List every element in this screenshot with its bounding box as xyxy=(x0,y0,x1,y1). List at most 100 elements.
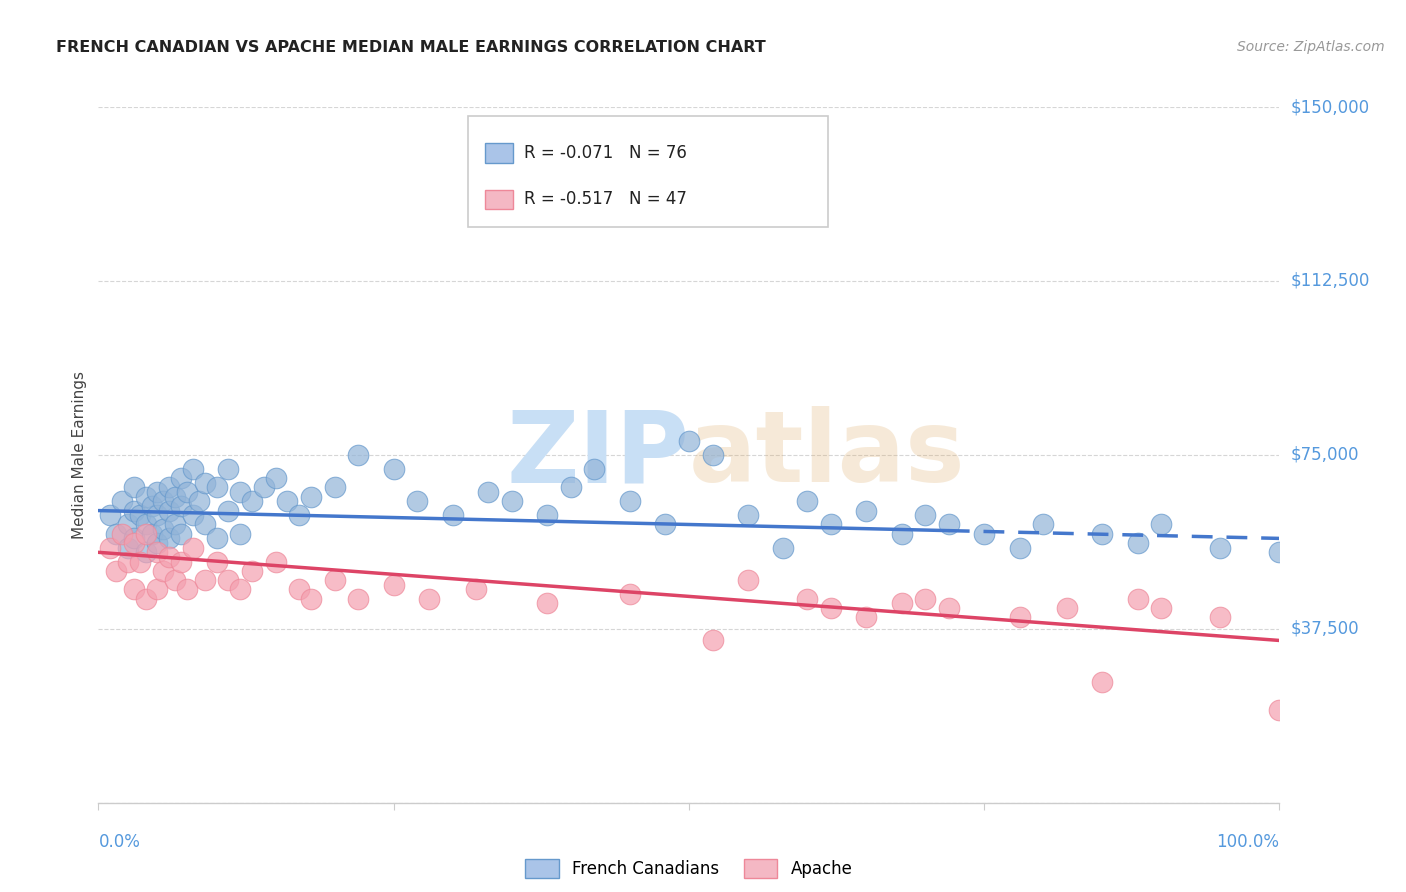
Point xyxy=(938,517,960,532)
Point xyxy=(117,517,139,532)
Point xyxy=(152,522,174,536)
Point xyxy=(1209,610,1232,624)
Text: $112,500: $112,500 xyxy=(1291,272,1369,290)
Point xyxy=(165,517,187,532)
Text: 0.0%: 0.0% xyxy=(98,833,141,851)
Point xyxy=(264,471,287,485)
Point xyxy=(181,462,204,476)
Point xyxy=(176,485,198,500)
Point xyxy=(619,587,641,601)
Point xyxy=(194,573,217,587)
Point xyxy=(1008,610,1031,624)
Point xyxy=(772,541,794,555)
Point xyxy=(194,475,217,490)
Point xyxy=(796,591,818,606)
Text: $75,000: $75,000 xyxy=(1291,446,1360,464)
Point xyxy=(914,508,936,523)
Point xyxy=(1268,545,1291,559)
Point xyxy=(157,503,180,517)
Point xyxy=(157,480,180,494)
Point xyxy=(524,193,547,207)
Point xyxy=(117,555,139,569)
Point xyxy=(146,582,169,597)
Point xyxy=(276,494,298,508)
Point xyxy=(105,564,128,578)
Y-axis label: Median Male Earnings: Median Male Earnings xyxy=(72,371,87,539)
Point xyxy=(165,490,187,504)
Point xyxy=(170,555,193,569)
Text: R = -0.071   N = 76: R = -0.071 N = 76 xyxy=(524,144,686,162)
Point xyxy=(737,573,759,587)
Point xyxy=(299,591,322,606)
Point xyxy=(122,582,145,597)
Point xyxy=(229,526,252,541)
Point xyxy=(170,471,193,485)
Point xyxy=(122,536,145,550)
Point xyxy=(229,485,252,500)
Point xyxy=(890,596,912,610)
Point xyxy=(536,596,558,610)
Point xyxy=(111,494,134,508)
Point xyxy=(181,541,204,555)
Point xyxy=(406,494,429,508)
Point xyxy=(1126,591,1149,606)
Point xyxy=(253,480,276,494)
Point xyxy=(146,545,169,559)
Text: FRENCH CANADIAN VS APACHE MEDIAN MALE EARNINGS CORRELATION CHART: FRENCH CANADIAN VS APACHE MEDIAN MALE EA… xyxy=(56,40,766,55)
Point xyxy=(938,601,960,615)
Point xyxy=(1091,526,1114,541)
Point xyxy=(299,490,322,504)
Point xyxy=(737,508,759,523)
Point xyxy=(619,494,641,508)
Point xyxy=(820,517,842,532)
Point xyxy=(441,508,464,523)
Point xyxy=(323,573,346,587)
Point xyxy=(157,549,180,564)
Point xyxy=(152,494,174,508)
Point xyxy=(194,517,217,532)
Point xyxy=(98,541,121,555)
Point xyxy=(152,564,174,578)
Point xyxy=(501,494,523,508)
Point xyxy=(890,526,912,541)
Point xyxy=(1032,517,1054,532)
Point xyxy=(217,462,239,476)
Point xyxy=(117,541,139,555)
Point xyxy=(146,508,169,523)
Point xyxy=(146,536,169,550)
Point xyxy=(702,633,724,648)
Point xyxy=(128,555,150,569)
Legend: French Canadians, Apache: French Canadians, Apache xyxy=(519,853,859,885)
Point xyxy=(122,503,145,517)
Point xyxy=(583,462,606,476)
Point xyxy=(135,545,157,559)
Point xyxy=(288,582,311,597)
Point xyxy=(128,508,150,523)
Text: Source: ZipAtlas.com: Source: ZipAtlas.com xyxy=(1237,40,1385,54)
Text: atlas: atlas xyxy=(689,407,966,503)
Point xyxy=(855,503,877,517)
Point xyxy=(1209,541,1232,555)
Point xyxy=(702,448,724,462)
Text: ZIP: ZIP xyxy=(506,407,689,503)
Point xyxy=(135,517,157,532)
Point xyxy=(382,578,405,592)
Point xyxy=(176,582,198,597)
Point xyxy=(146,485,169,500)
Point xyxy=(141,499,163,513)
Point xyxy=(111,526,134,541)
Point xyxy=(382,462,405,476)
Point xyxy=(323,480,346,494)
Point xyxy=(855,610,877,624)
Point xyxy=(135,526,157,541)
Point xyxy=(240,494,263,508)
Point xyxy=(347,448,370,462)
Point xyxy=(654,517,676,532)
Point xyxy=(914,591,936,606)
Point xyxy=(1091,675,1114,690)
Point xyxy=(122,532,145,546)
Point xyxy=(973,526,995,541)
Point xyxy=(205,532,228,546)
Point xyxy=(229,582,252,597)
Point xyxy=(105,526,128,541)
